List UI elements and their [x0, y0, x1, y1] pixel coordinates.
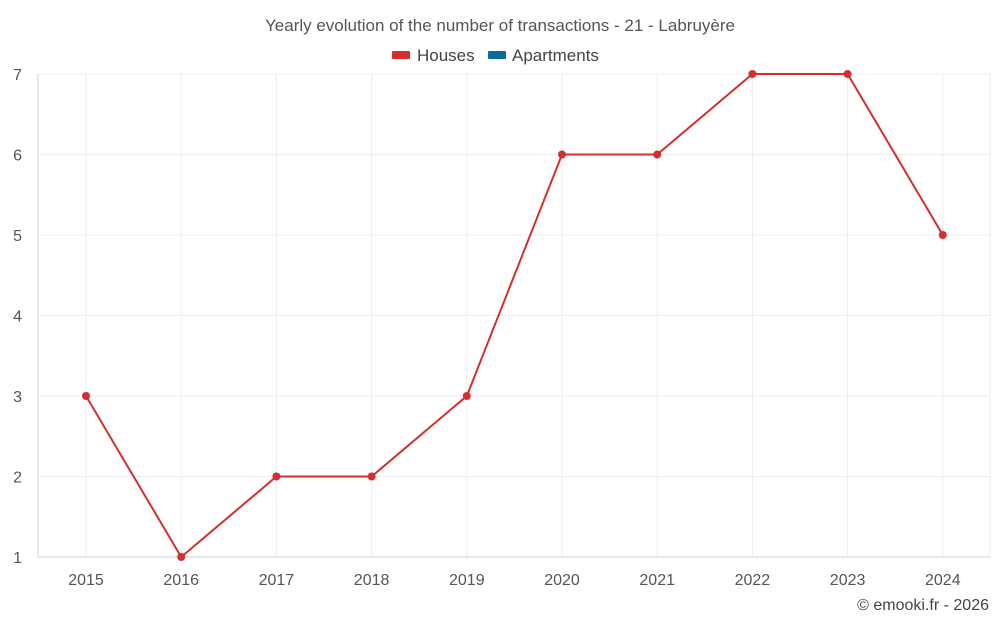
- x-tick-label-2022: 2022: [735, 572, 771, 589]
- data-point-houses-2023: [843, 70, 852, 78]
- x-tick-label-2018: 2018: [354, 572, 390, 589]
- data-point-houses-2019: [462, 392, 471, 400]
- x-tick-label-2016: 2016: [163, 572, 199, 589]
- chart-title: Yearly evolution of the number of transa…: [265, 16, 735, 35]
- data-point-houses-2020: [558, 150, 566, 159]
- legend-swatch-apartments: [488, 51, 506, 59]
- legend-label-apartments: Apartments: [512, 46, 599, 65]
- x-tick-label-2020: 2020: [544, 572, 580, 589]
- data-point-houses-2022: [748, 70, 757, 78]
- x-tick-label-2024: 2024: [925, 572, 961, 589]
- x-tick-label-2023: 2023: [830, 572, 866, 589]
- x-tick-label-2015: 2015: [68, 572, 104, 589]
- credit-text: © emooki.fr - 2026: [857, 597, 989, 614]
- legend-item-houses[interactable]: Houses: [392, 46, 475, 65]
- data-point-houses-2024: [938, 231, 947, 239]
- y-tick-label-4: 4: [13, 309, 22, 326]
- plot-area: 1 2 3 4 5 6 7 2015 2016 2017 2018 2019 2020 2021 2022 2…: [13, 67, 991, 589]
- y-tick-label-6: 6: [13, 148, 22, 165]
- x-tick-label-2021: 2021: [639, 572, 675, 589]
- legend-swatch-houses: [392, 51, 410, 59]
- data-point-houses-2015: [82, 392, 90, 400]
- legend-item-apartments[interactable]: Apartments: [488, 46, 599, 65]
- x-tick-label-2017: 2017: [259, 572, 295, 589]
- legend: Houses Apartments: [392, 46, 599, 65]
- y-tick-label-1: 1: [13, 550, 22, 567]
- y-tick-label-5: 5: [13, 228, 22, 245]
- y-tick-label-2: 2: [13, 470, 22, 487]
- series-line-houses: [85, 73, 944, 558]
- data-point-houses-2018: [367, 472, 376, 481]
- data-point-houses-2016: [177, 553, 186, 561]
- data-point-houses-2017: [272, 472, 281, 481]
- x-tick-label-2019: 2019: [449, 572, 485, 589]
- legend-label-houses: Houses: [417, 46, 475, 65]
- y-tick-label-3: 3: [13, 389, 22, 406]
- y-tick-label-7: 7: [13, 67, 22, 84]
- data-point-houses-2021: [653, 150, 662, 159]
